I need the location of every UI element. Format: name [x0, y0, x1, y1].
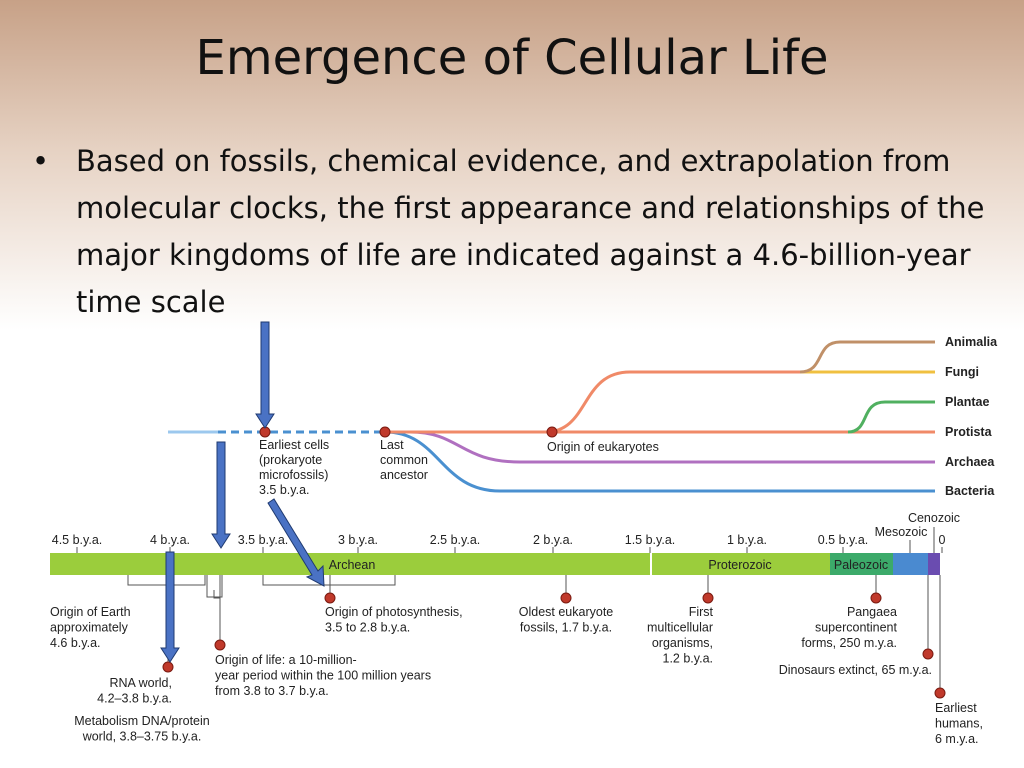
branch-plantae: [847, 400, 935, 434]
lineage-label: Bacteria: [945, 484, 995, 498]
event-label: multicellular: [647, 621, 713, 635]
event-label: First: [689, 605, 714, 619]
event-label: Origin of Earth: [50, 605, 131, 619]
event-label: Dinosaurs extinct, 65 m.y.a.: [779, 663, 932, 677]
event-label: forms, 250 m.y.a.: [801, 636, 897, 650]
event-label: fossils, 1.7 b.y.a.: [520, 621, 612, 635]
tick-label: 2 b.y.a.: [533, 533, 573, 547]
event-dot: [162, 661, 174, 673]
event-label: 6 m.y.a.: [935, 732, 979, 746]
event-dot: [379, 426, 391, 438]
branch-archaea: [409, 430, 935, 464]
event-dot: [214, 639, 226, 651]
era-bar: [928, 553, 940, 575]
event-label: 3.5 to 2.8 b.y.a.: [325, 621, 410, 635]
event-dot: [702, 592, 714, 604]
era-bar: [830, 553, 893, 575]
lineage-label: Fungi: [945, 365, 979, 379]
arrow: [255, 321, 275, 429]
tick-label: 3 b.y.a.: [338, 533, 378, 547]
branch-eukaryote: [544, 370, 800, 434]
era-label: Mesozoic: [875, 525, 928, 539]
event-label: 1.2 b.y.a.: [663, 652, 714, 666]
event-label: Last: [380, 438, 404, 452]
era-bar: [50, 553, 830, 575]
event-dot: [546, 426, 558, 438]
era-label: Proterozoic: [708, 558, 771, 572]
event-label: 3.5 b.y.a.: [259, 483, 310, 497]
bullet: • Based on fossils, chemical evidence, an…: [32, 138, 992, 326]
event-label: ancestor: [380, 468, 428, 482]
event-label: world, 3.8–3.75 b.y.a.: [82, 730, 202, 744]
event-label: Origin of photosynthesis,: [325, 605, 463, 619]
event-dot: [870, 592, 882, 604]
tree-branches: [168, 340, 935, 493]
event-label: supercontinent: [815, 621, 898, 635]
event-label: Origin of eukaryotes: [547, 440, 659, 454]
lineage-label: Protista: [945, 425, 993, 439]
lineage-label: Animalia: [945, 335, 998, 349]
event-label: 4.6 b.y.a.: [50, 636, 101, 650]
slide-title: Emergence of Cellular Life: [195, 30, 829, 86]
arrow: [267, 498, 325, 587]
era-label: Archean: [329, 558, 376, 572]
tick-label: 4 b.y.a.: [150, 533, 190, 547]
event-dot: [934, 687, 946, 699]
tick-label: 2.5 b.y.a.: [430, 533, 481, 547]
tick-label: 0.5 b.y.a.: [818, 533, 869, 547]
event-label: year period within the 100 million years: [215, 669, 431, 683]
event-dot: [922, 648, 934, 660]
event-label: (prokaryote: [259, 453, 322, 467]
era-bar: [893, 553, 928, 575]
event-label: Earliest: [935, 701, 977, 715]
tick-label: 0: [939, 533, 946, 547]
event-label: Pangaea: [847, 605, 897, 619]
lineage-label: Plantae: [945, 395, 990, 409]
bullet-text: Based on fossils, chemical evidence, and…: [76, 144, 985, 319]
event-label: Earliest cells: [259, 438, 329, 452]
event-label: microfossils): [259, 468, 328, 482]
era-label: Cenozoic: [908, 511, 960, 525]
event-label: Metabolism DNA/protein: [74, 714, 210, 728]
bracket: [262, 575, 396, 586]
event-label: RNA world,: [109, 676, 172, 690]
arrow: [211, 441, 231, 549]
lineage-label: Archaea: [945, 455, 995, 469]
branch-bacteria: [384, 430, 935, 493]
tick-label: 1.5 b.y.a.: [625, 533, 676, 547]
branch-animalia: [799, 340, 935, 374]
event-label: Origin of life: a 10-million-: [215, 653, 357, 667]
event-label: humans,: [935, 717, 983, 731]
event-label: 4.2–3.8 b.y.a.: [97, 692, 172, 706]
event-label: approximately: [50, 621, 129, 635]
tick-label: 1 b.y.a.: [727, 533, 767, 547]
tick-label: 3.5 b.y.a.: [238, 533, 289, 547]
era-label: Paleozoic: [834, 558, 888, 572]
event-dot: [560, 592, 572, 604]
tick-label: 4.5 b.y.a.: [52, 533, 103, 547]
event-dot: [324, 592, 336, 604]
event-label: organisms,: [652, 636, 713, 650]
event-label: from 3.8 to 3.7 b.y.a.: [215, 684, 329, 698]
event-label: Oldest eukaryote: [519, 605, 614, 619]
arrow: [160, 551, 180, 663]
event-label: common: [380, 453, 428, 467]
